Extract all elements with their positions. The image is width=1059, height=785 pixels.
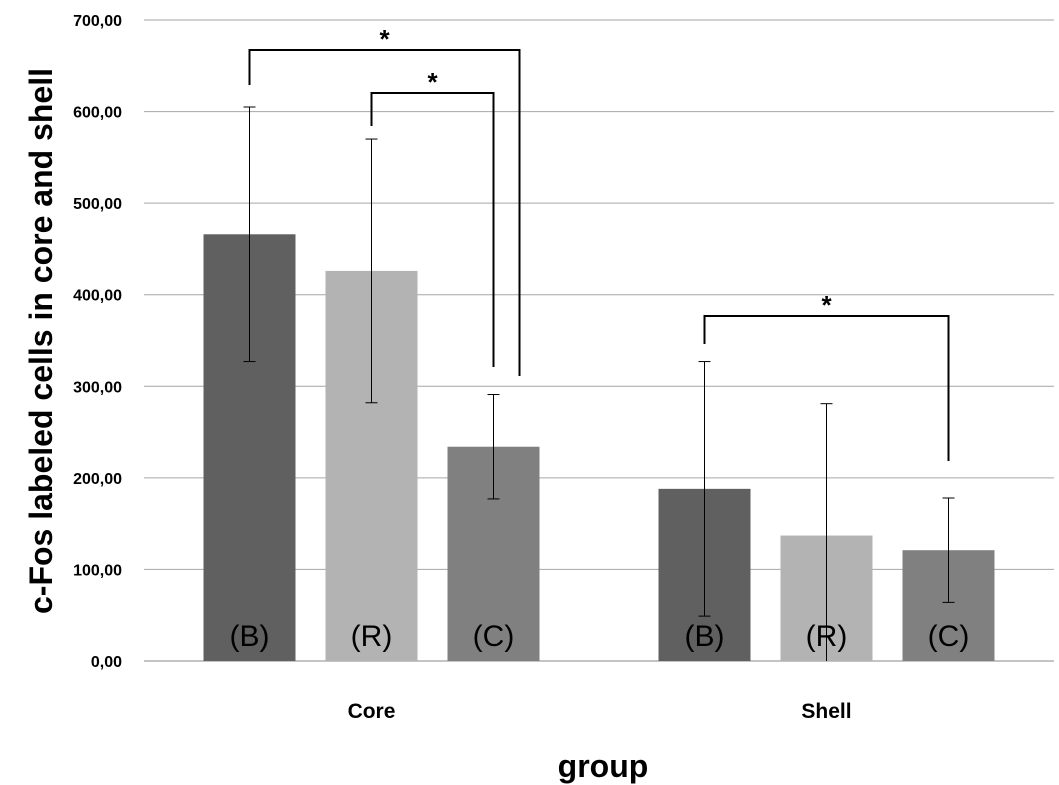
x-category-label: Core [348,700,396,723]
x-axis-title: group [558,748,649,784]
y-tick-label: 700,00 [73,13,122,30]
significance-star: * [379,24,390,54]
y-axis-title: c-Fos labeled cells in core and shell [23,68,59,614]
y-tick-label: 400,00 [73,288,122,305]
bar-label: (B) [230,620,270,653]
y-tick-label: 0,00 [91,654,122,671]
significance-brackets: * * * [248,24,950,461]
y-tick-label: 300,00 [73,379,122,396]
bar-label: (C) [473,620,515,653]
error-bars [243,106,955,661]
y-tick-label: 200,00 [73,471,122,488]
significance-star: * [427,67,438,97]
y-tick-label: 100,00 [73,562,122,579]
significance-bracket [248,49,521,376]
bar-label: (B) [685,620,725,653]
bars: (B) (B)(R) (R)(C) (C) [203,234,995,661]
y-tick-label: 600,00 [73,105,122,122]
bar-label: (R) [351,620,393,653]
significance-bracket [703,315,950,461]
significance-star: * [821,290,832,320]
bar-label: (C) [928,620,970,653]
x-category-labels: Core Shell [348,700,852,723]
y-tick-labels: 0,00 100,00 200,00 300,00 400,00 500,00 600,00… [73,13,122,671]
x-category-label: Shell [801,700,851,723]
significance-bracket [370,92,495,367]
y-tick-label: 500,00 [73,196,122,213]
gridlines [144,19,1054,662]
